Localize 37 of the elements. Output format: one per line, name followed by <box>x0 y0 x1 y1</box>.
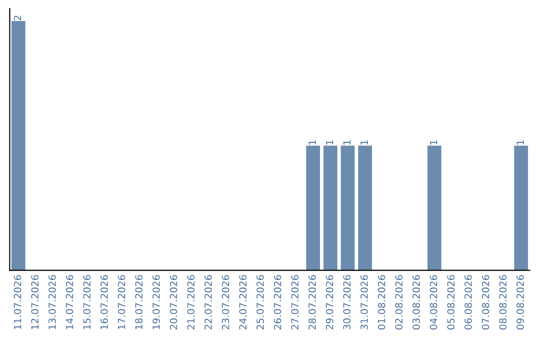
x-tick-label: 26.07.2026 <box>274 275 282 330</box>
data-label: 1 <box>430 140 438 145</box>
data-label: 1 <box>360 140 368 145</box>
x-tick-label: 17.07.2026 <box>118 275 126 330</box>
x-tick-label: 04.08.2026 <box>430 275 438 330</box>
x-tick-label: 13.07.2026 <box>48 275 56 330</box>
x-tick-label: 22.07.2026 <box>204 275 212 330</box>
x-tick-label: 27.07.2026 <box>291 275 299 330</box>
x-tick-label: 29.07.2026 <box>326 275 334 330</box>
x-tick-label: 31.07.2026 <box>360 275 368 330</box>
x-tick-label: 25.07.2026 <box>256 275 264 330</box>
x-tick-label: 06.08.2026 <box>464 275 472 330</box>
x-tick-label: 02.08.2026 <box>395 275 403 330</box>
x-tick-label: 05.08.2026 <box>447 275 455 330</box>
x-tick-label: 11.07.2026 <box>14 275 22 330</box>
x-tick-label: 28.07.2026 <box>308 275 316 330</box>
x-tick-label: 07.08.2026 <box>482 275 490 330</box>
data-label: 1 <box>343 140 350 145</box>
x-tick-label: 14.07.2026 <box>66 275 74 330</box>
x-tick-label: 12.07.2026 <box>31 275 39 330</box>
data-label: 1 <box>308 140 316 145</box>
x-tick-label: 18.07.2026 <box>135 275 143 330</box>
x-tick-label: 15.07.2026 <box>83 275 91 330</box>
data-label: 2 <box>14 16 22 20</box>
x-tick-label: 20.07.2026 <box>170 275 178 330</box>
x-tick-label: 24.07.2026 <box>239 275 247 330</box>
x-tick-label: 01.08.2026 <box>378 275 386 330</box>
x-tick-label: 08.08.2026 <box>499 275 507 330</box>
data-label: 1 <box>516 140 524 145</box>
x-tick-label: 19.07.2026 <box>152 275 160 330</box>
x-tick-label: 16.07.2026 <box>100 275 108 330</box>
x-tick-label: 23.07.2026 <box>222 275 230 330</box>
x-tick-label: 03.08.2026 <box>412 275 420 330</box>
x-tick-label: 21.07.2026 <box>187 275 195 330</box>
x-tick-label: 09.08.2026 <box>516 275 524 330</box>
x-tick-label: 30.07.2026 <box>343 275 351 330</box>
data-label: 1 <box>326 140 334 145</box>
